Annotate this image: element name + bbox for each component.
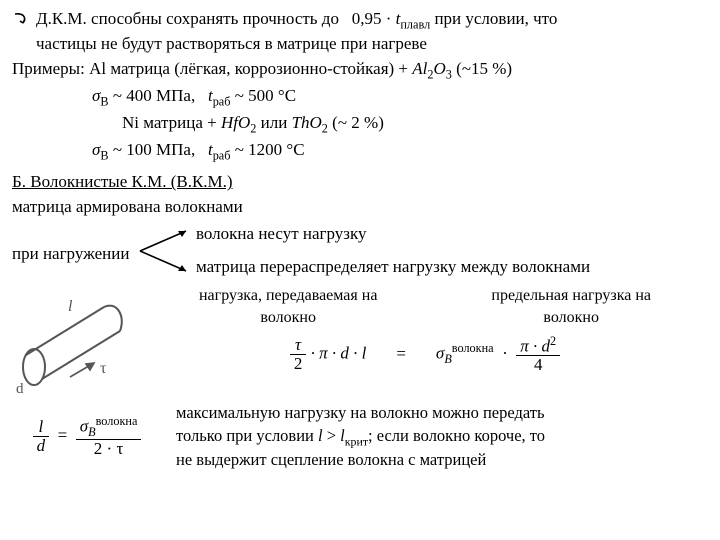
on-load-label: при нагружении — [12, 223, 136, 266]
svg-text:τ: τ — [100, 360, 107, 377]
sub: раб — [213, 148, 231, 162]
sub: В — [100, 148, 108, 162]
matrix-reinforced: матрица армирована волокнами — [12, 196, 708, 219]
txt: или — [261, 113, 288, 132]
col2-label: предельная нагрузка наволокно — [491, 285, 651, 328]
al: Al — [412, 59, 427, 78]
sub: 2 — [250, 121, 256, 135]
sub: плавл — [400, 17, 430, 31]
sub: В — [444, 352, 451, 366]
txt: Д.К.М. способны сохранять прочность до — [36, 9, 339, 28]
txt: (~15 %) — [456, 59, 512, 78]
equals: = — [396, 343, 406, 366]
sub: 2 — [322, 121, 328, 135]
svg-text:d: d — [16, 381, 24, 395]
lower-row: l d = σВволокна 2 · τ максимальную нагру… — [12, 402, 708, 471]
branching-diagram: при нагружении волокна несут нагрузку ма… — [12, 223, 708, 279]
examples-ni: Ni матрица + HfO2 или ThO2 (~ 2 %) — [122, 112, 708, 137]
txt: (~ 2 %) — [332, 113, 384, 132]
col1-label: нагрузка, передаваемая наволокно — [199, 285, 377, 328]
hfo: HfO — [221, 113, 250, 132]
txt: Примеры: Al матрица (лёгкая, коррозионно… — [12, 59, 408, 78]
pdl: · π · d · l — [311, 343, 367, 362]
tho: ThO — [292, 113, 322, 132]
txt: частицы не будут растворяться в матрице … — [36, 34, 427, 53]
section-b-heading: Б. Волокнистые К.М. (В.К.М.) — [12, 171, 708, 194]
ld-ratio-formula: l d = σВволокна 2 · τ — [12, 415, 162, 458]
al-props: σВ ~ 400 МПа, tраб ~ 500 °C — [92, 85, 708, 110]
txt: Ni матрица + — [122, 113, 217, 132]
examples-al: Примеры: Al матрица (лёгкая, коррозионно… — [12, 58, 708, 83]
txt: 0,95 · — [352, 9, 392, 28]
txt: ~ 400 МПа, — [113, 86, 195, 105]
txt: ~ 1200 °C — [235, 140, 305, 159]
branch-labels: волокна несут нагрузку матрица перераспр… — [196, 223, 590, 279]
branch-arrows-icon — [136, 223, 196, 279]
formula-headers: нагрузка, передаваемая наволокно предель… — [142, 285, 708, 328]
curved-arrow-icon — [12, 8, 36, 56]
sup: волокна — [452, 340, 494, 354]
txt: ~ 500 °C — [235, 86, 296, 105]
txt: ~ 100 МПа, — [113, 140, 195, 159]
bullet-dkm: Д.К.М. способны сохранять прочность до 0… — [12, 8, 708, 56]
lhs: τ2 · π · d · l — [290, 336, 367, 373]
branch-top: волокна несут нагрузку — [196, 223, 590, 246]
o: O — [434, 59, 446, 78]
sub: В — [100, 94, 108, 108]
svg-text:l: l — [68, 298, 73, 315]
explanation-text: максимальную нагрузку на волокно можно п… — [176, 402, 545, 471]
txt: при условии, что — [434, 9, 557, 28]
ni-props: σВ ~ 100 МПа, tраб ~ 1200 °C — [92, 139, 708, 164]
sub: 3 — [446, 67, 452, 81]
main-equation: τ2 · π · d · l = σВволокна · π · d2 4 — [142, 335, 708, 374]
sub: раб — [213, 94, 231, 108]
branch-bottom: матрица перераспределяет нагрузку между … — [196, 256, 590, 279]
rhs: σВволокна · π · d2 4 — [436, 335, 560, 374]
fiber-sketch: l d τ — [12, 285, 142, 402]
bullet-text: Д.К.М. способны сохранять прочность до 0… — [36, 8, 557, 56]
